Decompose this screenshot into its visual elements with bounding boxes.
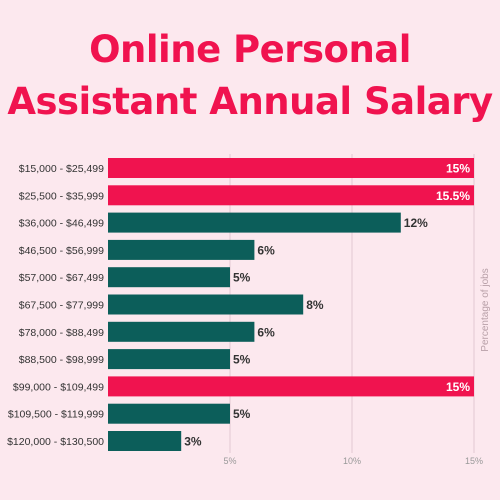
x-tick-label-2: 15% [465, 456, 483, 466]
bar-6 [108, 321, 255, 342]
bar-10 [108, 431, 182, 451]
title-line-1: Online Personal [89, 28, 411, 71]
value-label-0: 15% [446, 162, 470, 176]
bar-5 [108, 294, 304, 315]
category-label-4: $57,000 - $67,499 [19, 272, 104, 284]
x-tick-label-1: 10% [343, 456, 361, 466]
value-label-9: 5% [233, 407, 251, 421]
value-label-2: 12% [404, 216, 428, 230]
value-label-5: 8% [306, 298, 324, 312]
category-label-10: $120,000 - $130,500 [7, 436, 104, 448]
value-label-3: 6% [257, 243, 275, 257]
category-label-0: $15,000 - $25,499 [19, 163, 104, 175]
category-label-2: $36,000 - $46,499 [19, 218, 104, 230]
category-label-8: $99,000 - $109,499 [13, 381, 104, 393]
value-label-4: 5% [233, 271, 251, 285]
category-label-3: $46,500 - $56,999 [19, 245, 104, 257]
value-label-6: 6% [257, 325, 275, 339]
value-label-10: 3% [184, 435, 202, 449]
category-label-6: $78,000 - $88,499 [19, 327, 104, 339]
bar-3 [108, 239, 255, 260]
bar-2 [108, 212, 401, 233]
bar-1 [108, 185, 474, 206]
category-label-1: $25,500 - $35,999 [19, 190, 104, 202]
bar-0 [108, 158, 474, 178]
category-label-7: $88,500 - $98,999 [19, 354, 104, 366]
title-line-2: Assistant Annual Salary [7, 80, 493, 123]
value-label-1: 15.5% [436, 189, 470, 203]
bar-7 [108, 349, 230, 370]
category-label-9: $109,500 - $119,999 [8, 409, 104, 421]
bar-9 [108, 403, 230, 424]
chart-title: Online Personal Assistant Annual Salary [0, 24, 500, 128]
value-label-7: 5% [233, 353, 251, 367]
x-tick-label-0: 5% [223, 456, 236, 466]
axis-title: Percentage of jobs [480, 268, 491, 351]
bar-8 [108, 376, 474, 397]
value-label-8: 15% [446, 380, 470, 394]
bar-4 [108, 267, 230, 288]
category-label-5: $67,500 - $77,999 [19, 300, 104, 312]
